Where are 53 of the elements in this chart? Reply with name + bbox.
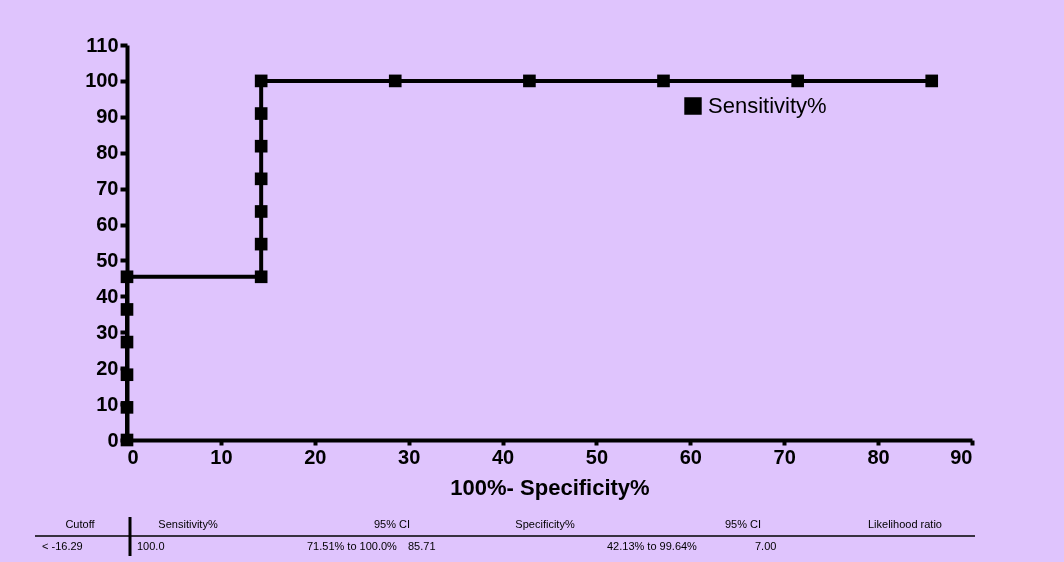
text: 7.00 bbox=[755, 540, 777, 552]
point bbox=[120, 401, 134, 414]
point bbox=[120, 270, 134, 284]
text: Cutoff bbox=[65, 518, 96, 530]
point bbox=[254, 139, 268, 153]
y-tick-label: 20 bbox=[96, 356, 119, 379]
x-tick-label: 40 bbox=[491, 445, 515, 468]
text: Specificity% bbox=[515, 518, 575, 530]
text: 95% CI bbox=[373, 518, 411, 530]
x-tick-label: 10 bbox=[210, 445, 233, 468]
point bbox=[120, 335, 134, 349]
point bbox=[120, 368, 134, 382]
point bbox=[791, 74, 804, 88]
x-tick-label: 50 bbox=[585, 445, 609, 468]
point bbox=[523, 74, 536, 88]
y-tick-label: 110 bbox=[86, 33, 119, 56]
x-tick-label: 90 bbox=[950, 445, 973, 468]
y-tick-label: 40 bbox=[96, 284, 119, 307]
point bbox=[254, 172, 268, 186]
text: Sensitivity% bbox=[158, 518, 218, 530]
point bbox=[657, 74, 670, 88]
x-tick-label: 70 bbox=[773, 445, 796, 468]
y-tick-label: 30 bbox=[96, 320, 119, 343]
text: Likelihood ratio bbox=[868, 518, 942, 530]
point bbox=[254, 237, 268, 251]
text: 42.13% to 99.64% bbox=[607, 540, 698, 552]
y-tick-label: 60 bbox=[96, 213, 119, 236]
y-tick-label: 50 bbox=[96, 248, 119, 271]
text: 71.51% to 100.0% bbox=[307, 540, 398, 552]
legend-label: Sensitivity% bbox=[708, 93, 827, 118]
text: < -16.29 bbox=[42, 540, 83, 552]
point bbox=[254, 74, 268, 88]
x-tick-label: 30 bbox=[398, 445, 421, 468]
text: 100.0 bbox=[137, 540, 165, 552]
x-axis-title: 100%- Specificity% bbox=[450, 474, 650, 500]
point bbox=[254, 205, 268, 218]
point bbox=[925, 74, 939, 88]
y-tick-label: 70 bbox=[96, 177, 119, 200]
x-tick-label: 60 bbox=[679, 445, 702, 468]
point bbox=[254, 270, 268, 284]
x-tick-label: 80 bbox=[867, 445, 890, 468]
x-tick-label: 0 bbox=[127, 445, 139, 468]
text: 85.71 bbox=[408, 540, 436, 552]
point bbox=[120, 303, 134, 316]
text: 95% CI bbox=[724, 518, 762, 530]
y-tick-label: 10 bbox=[96, 392, 119, 415]
y-tick-label: 90 bbox=[96, 105, 119, 128]
x-tick-label: 20 bbox=[304, 445, 327, 468]
y-tick-label: 80 bbox=[96, 141, 119, 164]
point bbox=[388, 74, 402, 88]
point bbox=[254, 107, 268, 120]
y-tick-label: 0 bbox=[107, 428, 119, 451]
y-tick-label: 100 bbox=[85, 69, 119, 92]
